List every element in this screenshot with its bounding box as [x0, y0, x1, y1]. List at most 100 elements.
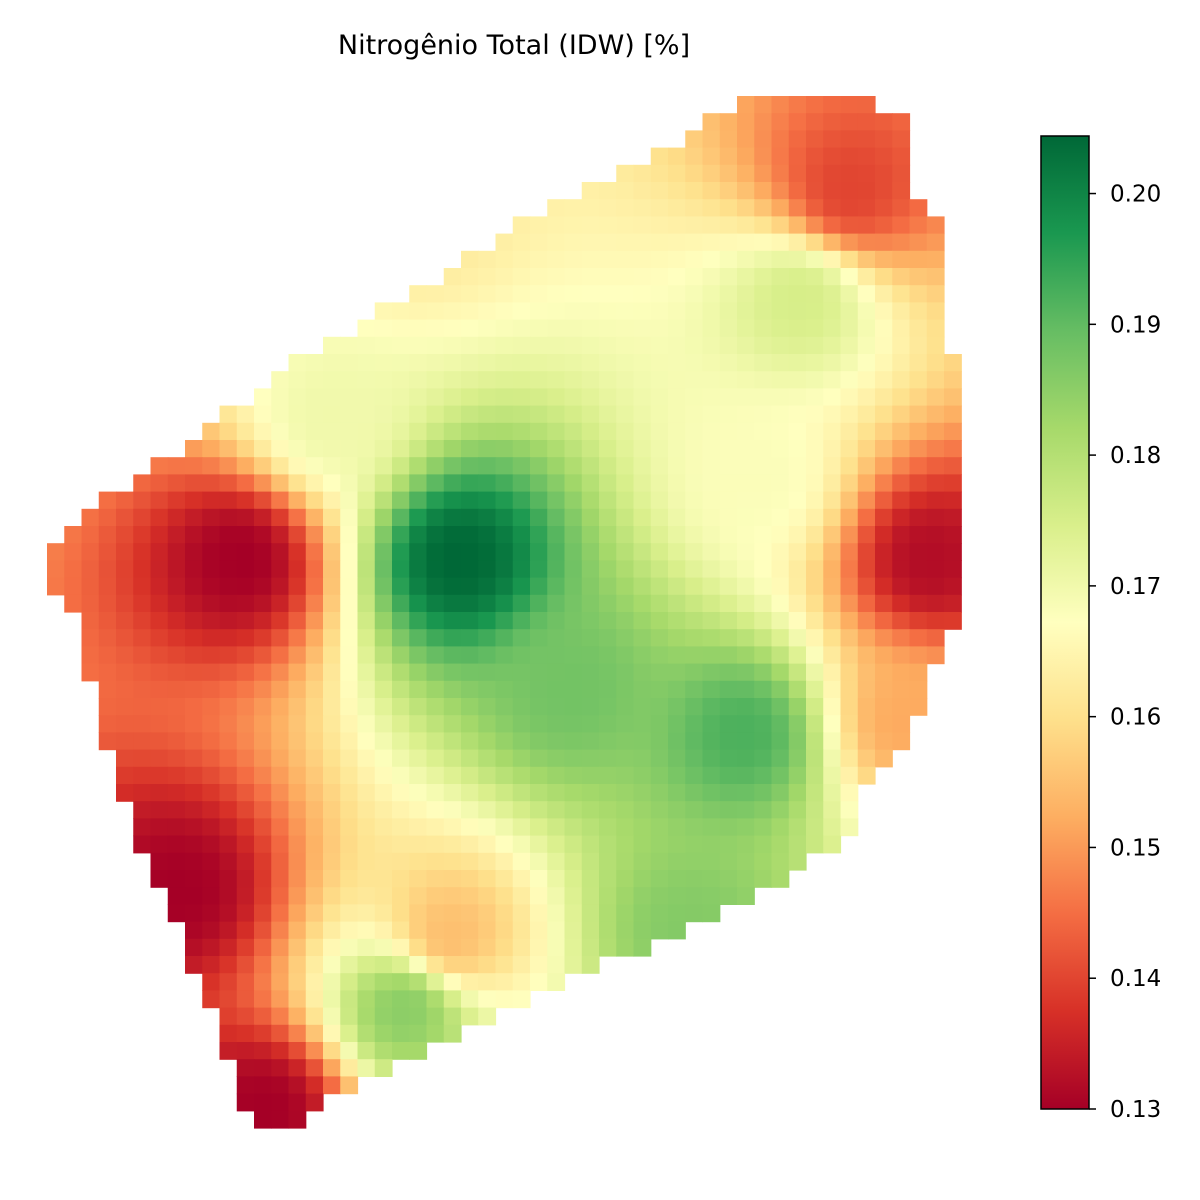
heatmap-cell — [788, 784, 807, 802]
heatmap-cell — [892, 354, 911, 372]
heatmap-cell — [305, 508, 324, 527]
heatmap-cell — [254, 1076, 272, 1095]
heatmap-cell — [512, 852, 531, 871]
heatmap-cell — [530, 371, 548, 389]
heatmap-cell — [823, 629, 842, 647]
heatmap-cell — [254, 766, 272, 785]
heatmap-cell — [909, 474, 928, 493]
heatmap-cell — [185, 646, 203, 665]
heatmap-cell — [202, 904, 221, 923]
heatmap-cell — [478, 852, 497, 871]
heatmap-cell — [737, 250, 755, 269]
heatmap-cell — [806, 835, 824, 854]
heatmap-cell — [426, 680, 445, 699]
heatmap-cell — [823, 612, 842, 630]
heatmap-cell — [685, 285, 704, 303]
heatmap-cell — [668, 199, 686, 217]
heatmap-cell — [875, 388, 893, 407]
heatmap-cell — [202, 973, 221, 991]
heatmap-cell — [288, 612, 307, 630]
heatmap-cell — [185, 474, 203, 493]
heatmap-cell — [133, 784, 152, 802]
heatmap-cell — [926, 543, 945, 561]
heatmap-cell — [702, 663, 721, 682]
heatmap-cell — [81, 508, 100, 527]
heatmap-cell — [185, 508, 203, 527]
heatmap-cell — [875, 354, 893, 372]
heatmap-cell — [668, 784, 686, 802]
heatmap-cell — [443, 904, 462, 923]
heatmap-cell — [754, 835, 773, 854]
heatmap-cell — [495, 646, 514, 665]
heatmap-cell — [633, 766, 652, 785]
heatmap-cell — [754, 663, 773, 682]
heatmap-cell — [340, 612, 359, 630]
heatmap-cell — [133, 577, 152, 596]
heatmap-cell — [357, 1059, 376, 1077]
colorbar: 0.130.140.150.160.170.180.190.20 — [1040, 135, 1161, 1123]
heatmap-cell — [530, 474, 548, 493]
heatmap-cell — [150, 474, 169, 493]
heatmap-cell — [840, 749, 859, 768]
heatmap-cell — [443, 1024, 462, 1043]
heatmap-cell — [702, 388, 721, 407]
heatmap-cell — [530, 457, 548, 475]
heatmap-cell — [409, 577, 428, 596]
heatmap-cell — [616, 835, 635, 854]
heatmap-cell — [116, 749, 134, 768]
heatmap-cell — [806, 715, 824, 733]
heatmap-cell — [857, 319, 876, 338]
heatmap-cell — [167, 526, 186, 544]
heatmap-cell — [271, 749, 290, 768]
heatmap-cell — [357, 474, 376, 493]
heatmap-cell — [564, 508, 583, 527]
heatmap-cell — [426, 440, 445, 458]
heatmap-cell — [426, 1024, 445, 1043]
heatmap-cell — [374, 336, 393, 355]
heatmap-cell — [443, 938, 462, 957]
heatmap-cell — [599, 766, 617, 785]
heatmap-cell — [599, 818, 617, 837]
heatmap-cell — [374, 887, 393, 905]
heatmap-cell — [719, 612, 738, 630]
heatmap-cell — [892, 164, 911, 183]
heatmap-cell — [426, 973, 445, 991]
heatmap-cell — [443, 319, 462, 338]
heatmap-cell — [823, 147, 842, 166]
heatmap-cell — [202, 749, 221, 768]
heatmap-cell — [823, 96, 842, 114]
heatmap-cell — [685, 801, 704, 819]
heatmap-cell — [650, 268, 669, 286]
heatmap-cell — [616, 371, 635, 389]
heatmap-cell — [616, 560, 635, 579]
heatmap-cell — [271, 629, 290, 647]
heatmap-cell — [288, 577, 307, 596]
heatmap-cell — [443, 612, 462, 630]
heatmap-cell — [719, 732, 738, 751]
heatmap-cell — [323, 577, 341, 596]
heatmap-cell — [374, 474, 393, 493]
heatmap-cell — [547, 663, 566, 682]
heatmap-cell — [685, 250, 704, 269]
heatmap-cell — [374, 835, 393, 854]
heatmap-cell — [754, 732, 773, 751]
heatmap-cell — [668, 646, 686, 665]
heatmap-cell — [323, 870, 341, 888]
heatmap-cell — [771, 749, 790, 768]
heatmap-cell — [892, 285, 911, 303]
heatmap-cell — [944, 422, 962, 441]
heatmap-cell — [547, 646, 566, 665]
heatmap-cell — [668, 405, 686, 424]
heatmap-cell — [599, 921, 617, 940]
heatmap-cell — [771, 285, 790, 303]
heatmap-cell — [219, 1007, 238, 1026]
heatmap-cell — [771, 560, 790, 579]
heatmap-cell — [944, 474, 962, 493]
heatmap-cell — [305, 594, 324, 613]
heatmap-cell — [788, 508, 807, 527]
heatmap-cell — [840, 577, 859, 596]
heatmap-cell — [806, 457, 824, 475]
heatmap-cell — [202, 887, 221, 905]
heatmap-cell — [926, 560, 945, 579]
heatmap-cell — [530, 852, 548, 871]
